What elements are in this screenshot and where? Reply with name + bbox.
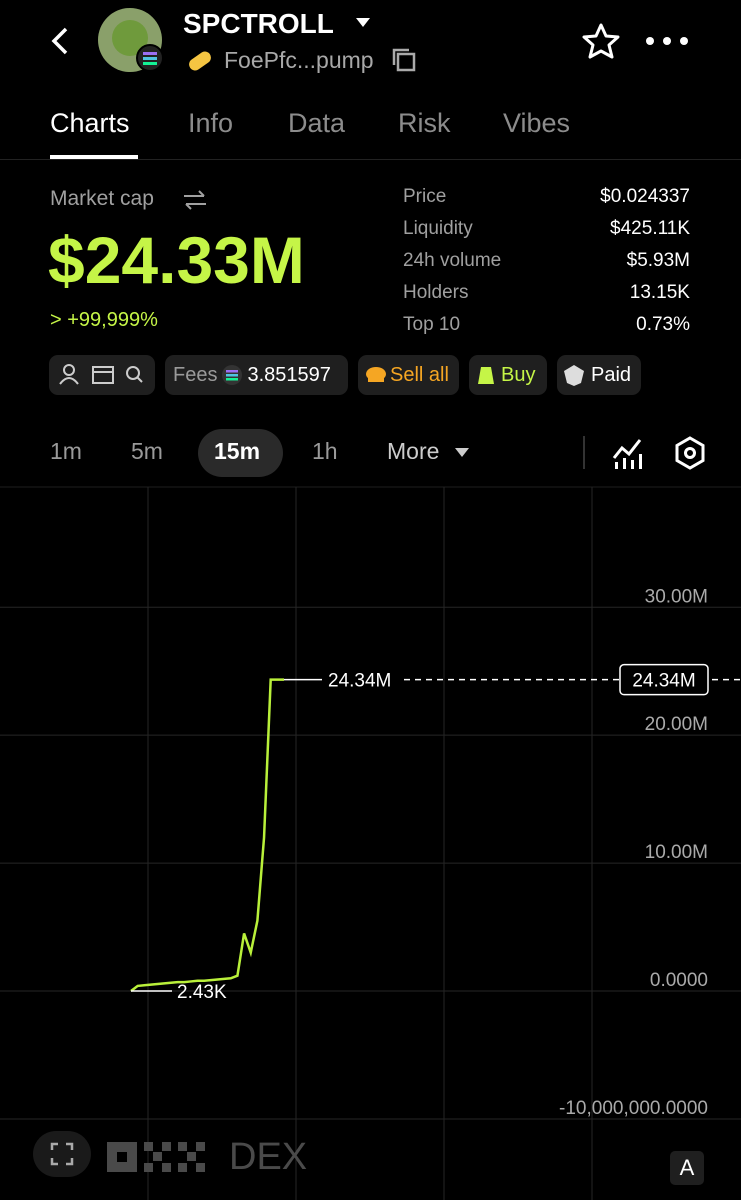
market-cap-label: Market cap <box>50 187 154 210</box>
stat-label: Holders <box>403 282 469 303</box>
stat-value: 0.73% <box>636 314 690 335</box>
market-cap-change: > +99,999% <box>50 309 158 331</box>
copy-icon[interactable] <box>391 47 417 73</box>
y-tick-label: 20.00M <box>645 714 708 735</box>
tab[interactable]: Data <box>288 108 346 138</box>
fees-label: Fees <box>173 363 218 386</box>
stat-label: 24h volume <box>403 250 502 271</box>
stat-value: $425.11K <box>610 218 690 239</box>
buy-icon <box>478 367 494 384</box>
back-button[interactable] <box>48 26 72 56</box>
interval-selected-bg <box>198 429 283 477</box>
stat-value: $0.024337 <box>600 186 690 207</box>
okx-logo <box>107 1142 205 1172</box>
tab[interactable]: Risk <box>398 108 451 138</box>
more-button[interactable] <box>645 35 689 47</box>
tab[interactable]: Charts <box>50 108 130 138</box>
fees-pill[interactable]: Fees 3.851597 <box>165 355 348 395</box>
indicator-button[interactable] <box>612 436 644 470</box>
sell-all-label: Sell all <box>390 363 449 386</box>
stat-label: Price <box>403 186 447 207</box>
swap-icon[interactable] <box>182 190 208 210</box>
token-name[interactable]: SPCTROLL <box>183 8 334 39</box>
paid-icon <box>564 365 584 386</box>
profile-tools[interactable] <box>49 355 155 395</box>
y-tick-label: -10,000,000.0000 <box>559 1098 708 1119</box>
token-address: FoePfc...pump <box>224 47 374 73</box>
token-avatar <box>98 8 164 72</box>
market-cap-value: $24.33M <box>48 223 305 297</box>
interval[interactable]: 1m <box>50 438 82 464</box>
stat-value: $5.93M <box>626 250 690 271</box>
dropdown-icon[interactable] <box>356 18 370 28</box>
price-box <box>619 663 709 696</box>
settings-button[interactable] <box>674 436 706 470</box>
last-price-label: 24.34M <box>328 671 391 692</box>
y-tick-label: 0.0000 <box>650 970 708 991</box>
divider <box>0 159 741 160</box>
y-tick-label: 10.00M <box>645 842 708 863</box>
paid-label: Paid <box>591 363 632 386</box>
pill-icon <box>189 51 211 71</box>
y-tick-label: 30.00M <box>645 586 708 607</box>
interval[interactable]: 15m <box>214 438 261 464</box>
interval[interactable]: More <box>387 438 440 464</box>
interval[interactable]: 1h <box>312 438 338 464</box>
tab[interactable]: Info <box>188 108 234 138</box>
fees-value: 3.851597 <box>247 363 331 386</box>
favorite-button[interactable] <box>581 22 621 60</box>
stat-value: 13.15K <box>629 282 690 303</box>
price-line <box>130 678 284 992</box>
price-box-label: 24.34M <box>632 671 695 692</box>
interval[interactable]: 5m <box>131 438 163 464</box>
fullscreen-icon <box>50 1142 74 1166</box>
tab-underline <box>50 155 138 159</box>
paid-badge[interactable]: Paid <box>557 355 641 395</box>
buy-label: Buy <box>501 363 536 386</box>
stat-label: Liquidity <box>403 218 473 239</box>
sell-icon <box>366 367 386 382</box>
sol-icon <box>222 365 243 385</box>
auto-scale-button[interactable]: A <box>670 1151 704 1185</box>
footer-brand: DEX <box>229 1136 308 1178</box>
tool-icons <box>59 364 143 385</box>
buy-button[interactable]: Buy <box>469 355 547 395</box>
sell-all-button[interactable]: Sell all <box>358 355 459 395</box>
stat-label: Top 10 <box>403 314 461 335</box>
tab[interactable]: Vibes <box>503 108 571 138</box>
fullscreen-button[interactable] <box>33 1131 91 1177</box>
more-dropdown-icon[interactable] <box>455 448 469 458</box>
divider <box>583 436 585 469</box>
low-label: 2.43K <box>177 982 227 1003</box>
